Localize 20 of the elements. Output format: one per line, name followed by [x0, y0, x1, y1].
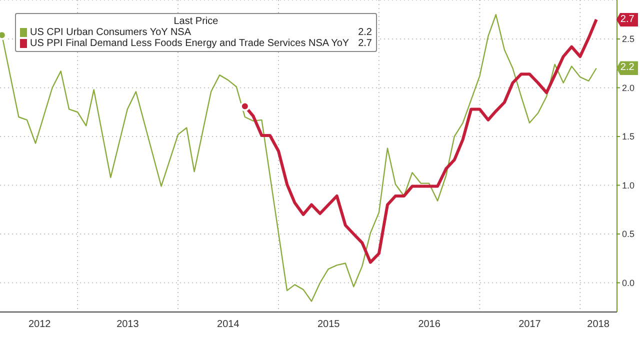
y-tick-label: 1.0 [622, 180, 635, 190]
text: 2.7 [358, 38, 372, 49]
legend-title: Last Price [172, 16, 220, 27]
y-tick-label: 2.5 [622, 34, 635, 44]
text: 2.2 [358, 27, 372, 38]
x-tick-label: 2013 [116, 319, 140, 330]
annotation: 2.2 [616, 61, 638, 76]
y-tick-label: 2.0 [622, 82, 635, 93]
x-tick-label: 2015 [317, 319, 340, 330]
x-tick-label: 2012 [28, 319, 52, 330]
y-tick-label: 1.5 [622, 132, 635, 142]
x-tick-label: 2014 [217, 319, 240, 330]
x-tick-label: 2017 [518, 319, 542, 330]
y-tick-label: 0.5 [622, 229, 635, 240]
annotation: 2.7 [616, 12, 638, 26]
legend-label: US CPI Urban Consumers YoY NSA [30, 27, 192, 38]
legend-label: US PPI Final Demand Less Foods Energy and Trade Services NSA YoY [30, 38, 350, 49]
y-tick-label: 0.0 [622, 278, 635, 288]
x-tick-label: 2018 [587, 319, 610, 330]
x-tick-label: 2016 [418, 319, 441, 330]
